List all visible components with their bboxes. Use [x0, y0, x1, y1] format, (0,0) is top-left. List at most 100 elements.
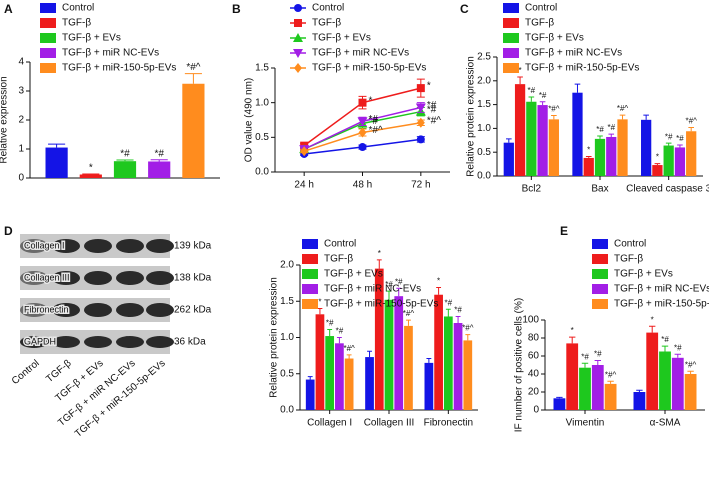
- legend-swatch: [592, 254, 608, 264]
- error-bar: [528, 96, 535, 102]
- legend-label: TGF-β + miR-150-5p-EVs: [312, 63, 426, 74]
- bar: [453, 323, 463, 410]
- y-tick-label: 1: [18, 144, 24, 155]
- blot-band: [20, 271, 48, 285]
- legend-label: Control: [324, 239, 356, 250]
- y-tick-label: 40: [528, 369, 540, 380]
- legend-label: TGF-β + miR-150-5p-EVs: [62, 63, 176, 74]
- legend-label: TGF-β: [312, 18, 341, 29]
- legend-swatch: [503, 3, 519, 13]
- y-tick-label: 0.0: [477, 171, 491, 182]
- y-tick-label: 60: [528, 351, 540, 362]
- error-bar: [327, 329, 333, 337]
- bar: [671, 357, 684, 410]
- legend-marker: [294, 19, 302, 27]
- bar: [315, 314, 325, 410]
- error-bar: [307, 376, 313, 380]
- legend-swatch: [592, 269, 608, 279]
- bar: [617, 119, 628, 176]
- bar: [514, 84, 526, 176]
- error-bar: [556, 396, 563, 399]
- blot-band: [84, 239, 112, 253]
- error-bar: [396, 287, 402, 297]
- y-tick-label: 0.5: [255, 132, 269, 143]
- legend-label: TGF-β + EVs: [324, 269, 383, 280]
- blot-band: [116, 239, 144, 253]
- bar: [686, 131, 697, 176]
- significance: *: [656, 153, 659, 162]
- panel-label: E: [560, 224, 568, 238]
- error-bar: [649, 325, 656, 333]
- bar: [305, 379, 315, 410]
- significance: *#: [154, 148, 164, 159]
- significance: *#: [336, 327, 344, 336]
- significance: *#: [674, 343, 682, 352]
- y-tick-label: 80: [528, 333, 540, 344]
- error-bar: [687, 370, 694, 374]
- y-axis-label: Relative protein expression: [269, 277, 280, 398]
- x-tick-label: Collagen III: [364, 418, 415, 429]
- x-tick-label: 72 h: [411, 180, 430, 191]
- significance: *#^: [686, 117, 698, 126]
- error-bar: [688, 126, 695, 132]
- significance: *#: [427, 104, 437, 115]
- band-kda: 36 kDa: [174, 337, 206, 348]
- legend-label: Control: [525, 3, 557, 14]
- bar: [113, 161, 137, 178]
- significance: *#^: [427, 115, 441, 126]
- bar: [434, 294, 443, 410]
- legend-swatch: [302, 254, 318, 264]
- error-bar: [436, 286, 442, 295]
- bar: [325, 336, 335, 410]
- significance: *#: [594, 350, 602, 359]
- y-tick-label: 1.0: [477, 123, 491, 134]
- error-bar: [539, 101, 546, 106]
- error-bar: [619, 114, 626, 120]
- x-tick-label: Collagen I: [307, 418, 352, 429]
- significance: *#: [369, 116, 379, 127]
- legend-swatch: [503, 33, 519, 43]
- error-bar: [665, 142, 672, 146]
- y-tick-label: 2.0: [477, 75, 491, 86]
- significance: *: [318, 298, 321, 307]
- band-kda: 139 kDa: [174, 241, 212, 252]
- bar: [604, 383, 617, 410]
- bar: [335, 343, 344, 410]
- error-bar: [150, 159, 168, 162]
- error-bar: [465, 334, 471, 341]
- legend-swatch: [40, 63, 56, 73]
- bar: [526, 101, 537, 176]
- bar: [641, 119, 652, 176]
- error-bar: [82, 173, 100, 175]
- error-bar: [551, 115, 557, 120]
- legend-marker: [294, 63, 302, 73]
- significance: *#: [596, 125, 604, 134]
- error-bar: [336, 337, 342, 344]
- y-tick-label: 0.0: [280, 405, 294, 416]
- error-bar: [406, 319, 411, 326]
- legend-label: Control: [62, 3, 94, 14]
- panel-label: C: [460, 2, 469, 16]
- y-tick-label: 2: [18, 115, 24, 126]
- error-bar: [317, 308, 323, 315]
- bar: [591, 365, 604, 410]
- panel-label: D: [4, 224, 13, 238]
- bar: [182, 83, 205, 178]
- x-tick-label: 24 h: [294, 180, 313, 191]
- y-tick-label: 0: [533, 405, 539, 416]
- legend-label: TGF-β: [614, 254, 643, 265]
- legend-label: TGF-β + EVs: [525, 33, 584, 44]
- marker: [416, 84, 425, 93]
- significance: *#: [454, 306, 462, 315]
- marker: [300, 146, 309, 157]
- significance: *#: [581, 352, 589, 361]
- legend-swatch: [503, 18, 519, 28]
- error-bar: [517, 76, 523, 85]
- blot-band: [52, 239, 80, 253]
- bar: [503, 142, 514, 176]
- band-label: Collagen I: [24, 240, 65, 250]
- error-bar: [661, 345, 669, 352]
- x-tick-label: Cleaved caspase 3: [626, 184, 709, 195]
- significance: *: [369, 95, 373, 106]
- bar: [374, 268, 384, 410]
